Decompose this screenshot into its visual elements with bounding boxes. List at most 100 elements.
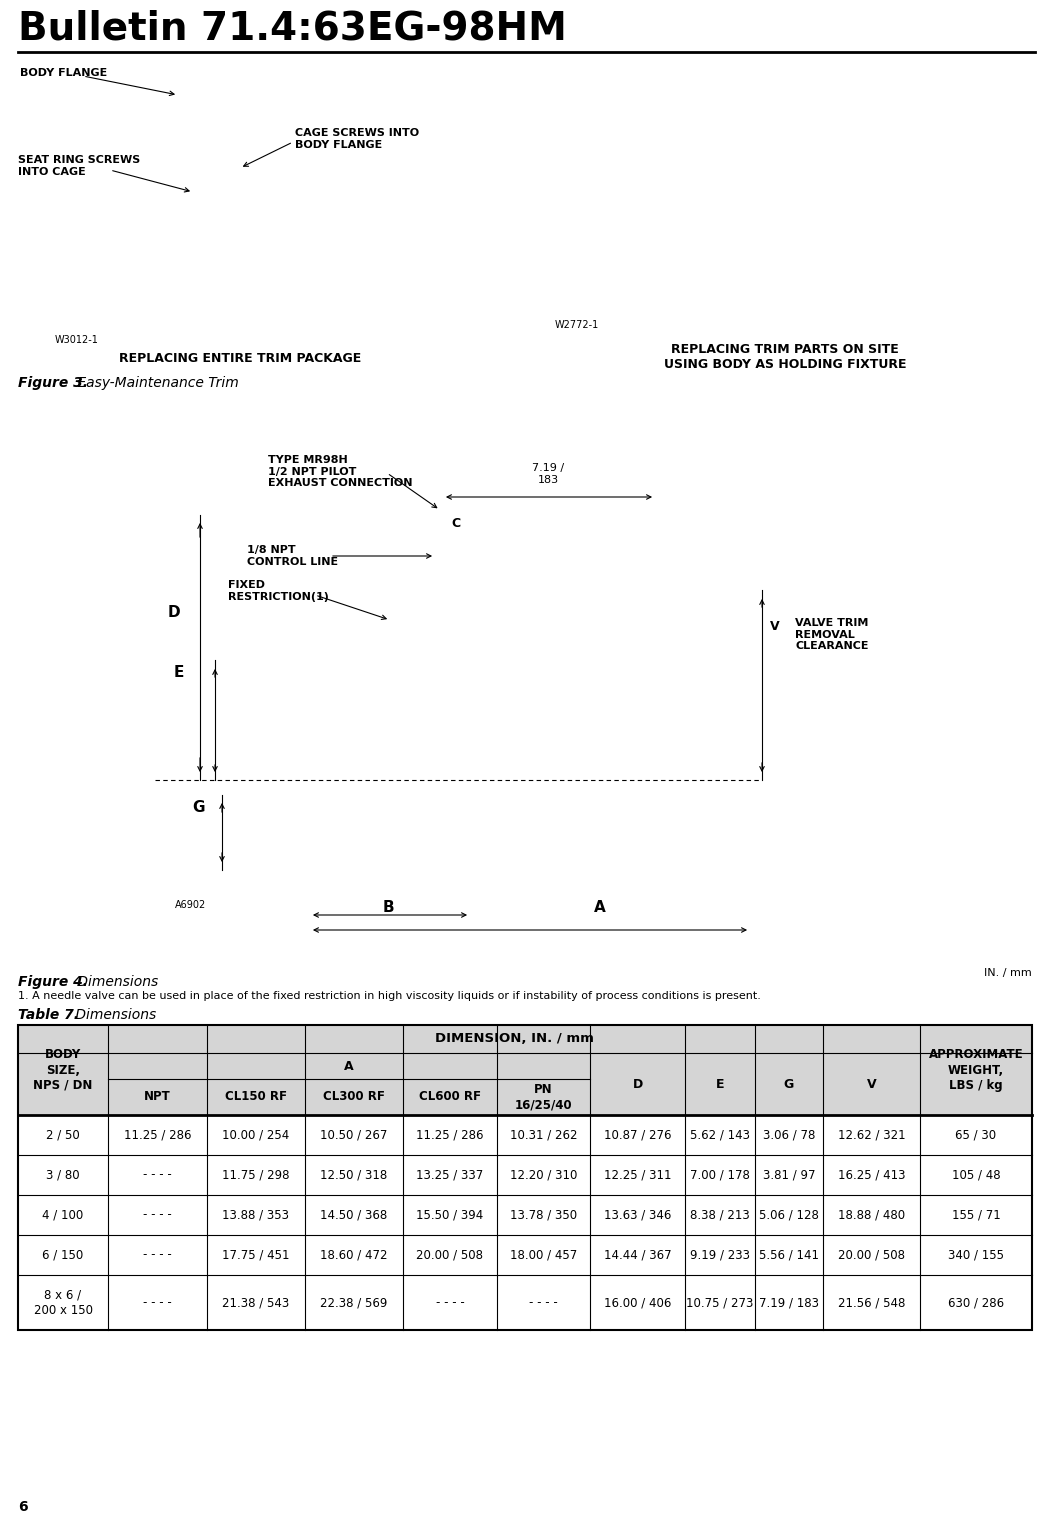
Text: W2772-1: W2772-1 [555, 321, 600, 330]
Text: 16.25 / 413: 16.25 / 413 [838, 1168, 905, 1182]
Text: 20.00 / 508: 20.00 / 508 [417, 1249, 483, 1261]
Text: IN. / mm: IN. / mm [984, 968, 1032, 978]
Text: V: V [770, 620, 779, 633]
Text: BODY
SIZE,
NPS / DN: BODY SIZE, NPS / DN [34, 1048, 92, 1092]
Text: USING BODY AS HOLDING FIXTURE: USING BODY AS HOLDING FIXTURE [664, 358, 906, 371]
Text: 1. A needle valve can be used in place of the fixed restriction in high viscosit: 1. A needle valve can be used in place o… [18, 990, 761, 1001]
Text: - - - -: - - - - [143, 1168, 172, 1182]
Text: - - - -: - - - - [143, 1249, 172, 1261]
Text: G: G [192, 801, 205, 816]
Text: BODY FLANGE: BODY FLANGE [20, 68, 107, 77]
Text: 21.38 / 543: 21.38 / 543 [223, 1296, 290, 1309]
Text: 10.00 / 254: 10.00 / 254 [223, 1129, 290, 1141]
Text: 16.00 / 406: 16.00 / 406 [604, 1296, 671, 1309]
Text: APPROXIMATE
WEIGHT,
LBS / kg: APPROXIMATE WEIGHT, LBS / kg [928, 1048, 1024, 1092]
Text: 7.00 / 178: 7.00 / 178 [690, 1168, 750, 1182]
Text: 3 / 80: 3 / 80 [46, 1168, 80, 1182]
Text: 11.25 / 286: 11.25 / 286 [416, 1129, 484, 1141]
Text: 10.50 / 267: 10.50 / 267 [320, 1129, 387, 1141]
Bar [18, 1025, 1032, 1331]
Text: PN
16/25/40: PN 16/25/40 [514, 1083, 572, 1110]
Bar [18, 1025, 1032, 1115]
Text: CAGE SCREWS INTO
BODY FLANGE: CAGE SCREWS INTO BODY FLANGE [295, 128, 419, 149]
Text: 7.19 / 183: 7.19 / 183 [759, 1296, 819, 1309]
Text: 14.50 / 368: 14.50 / 368 [320, 1209, 387, 1221]
Text: - - - -: - - - - [436, 1296, 464, 1309]
Text: 21.56 / 548: 21.56 / 548 [838, 1296, 905, 1309]
Text: 18.88 / 480: 18.88 / 480 [838, 1209, 905, 1221]
Text: Table 7.: Table 7. [18, 1009, 79, 1022]
Text: Easy-Maintenance Trim: Easy-Maintenance Trim [74, 377, 238, 390]
Text: SEAT RING SCREWS
INTO CAGE: SEAT RING SCREWS INTO CAGE [18, 155, 141, 176]
Text: - - - -: - - - - [143, 1296, 172, 1309]
Text: VALVE TRIM
REMOVAL
CLEARANCE: VALVE TRIM REMOVAL CLEARANCE [795, 618, 868, 652]
Text: 17.75 / 451: 17.75 / 451 [223, 1249, 290, 1261]
Text: V: V [866, 1077, 877, 1091]
Text: C: C [452, 516, 460, 530]
Text: 5.06 / 128: 5.06 / 128 [759, 1209, 819, 1221]
Text: Figure 4.: Figure 4. [18, 975, 88, 989]
Text: - - - -: - - - - [143, 1209, 172, 1221]
Text: 2 / 50: 2 / 50 [46, 1129, 80, 1141]
Text: 13.25 / 337: 13.25 / 337 [417, 1168, 484, 1182]
Text: 5.62 / 143: 5.62 / 143 [690, 1129, 750, 1141]
Text: W3012-1: W3012-1 [55, 336, 99, 345]
Text: 18.00 / 457: 18.00 / 457 [510, 1249, 578, 1261]
Text: 6 / 150: 6 / 150 [42, 1249, 84, 1261]
Text: D: D [632, 1077, 643, 1091]
Text: TYPE MR98H
1/2 NPT PILOT
EXHAUST CONNECTION: TYPE MR98H 1/2 NPT PILOT EXHAUST CONNECT… [268, 456, 413, 488]
Text: A6902: A6902 [175, 899, 206, 910]
Text: 12.50 / 318: 12.50 / 318 [320, 1168, 387, 1182]
Text: 105 / 48: 105 / 48 [951, 1168, 1001, 1182]
Text: 155 / 71: 155 / 71 [951, 1209, 1001, 1221]
Text: 1/8 NPT
CONTROL LINE: 1/8 NPT CONTROL LINE [247, 545, 338, 567]
Text: 12.62 / 321: 12.62 / 321 [838, 1129, 905, 1141]
Text: Dimensions: Dimensions [71, 1009, 156, 1022]
Text: 14.44 / 367: 14.44 / 367 [604, 1249, 671, 1261]
Text: 630 / 286: 630 / 286 [948, 1296, 1004, 1309]
Text: 5.56 / 141: 5.56 / 141 [759, 1249, 819, 1261]
Text: 65 / 30: 65 / 30 [956, 1129, 996, 1141]
Text: CL150 RF: CL150 RF [225, 1091, 287, 1103]
Text: 11.75 / 298: 11.75 / 298 [223, 1168, 290, 1182]
Text: 7.19 /
183: 7.19 / 183 [532, 463, 564, 485]
Text: 9.19 / 233: 9.19 / 233 [690, 1249, 750, 1261]
Text: 8.38 / 213: 8.38 / 213 [690, 1209, 750, 1221]
Text: 10.87 / 276: 10.87 / 276 [604, 1129, 671, 1141]
Text: 13.88 / 353: 13.88 / 353 [223, 1209, 290, 1221]
Text: 13.63 / 346: 13.63 / 346 [604, 1209, 671, 1221]
Text: D: D [168, 605, 181, 620]
Text: 15.50 / 394: 15.50 / 394 [417, 1209, 484, 1221]
Text: G: G [784, 1077, 794, 1091]
Text: CL600 RF: CL600 RF [419, 1091, 481, 1103]
Text: 20.00 / 508: 20.00 / 508 [838, 1249, 905, 1261]
Text: Bulletin 71.4:63EG-98HM: Bulletin 71.4:63EG-98HM [18, 11, 567, 49]
Text: CL300 RF: CL300 RF [323, 1091, 385, 1103]
Text: 13.78 / 350: 13.78 / 350 [510, 1209, 578, 1221]
Text: A: A [594, 899, 606, 914]
Text: NPT: NPT [144, 1091, 171, 1103]
Text: 18.60 / 472: 18.60 / 472 [320, 1249, 387, 1261]
Text: Dimensions: Dimensions [74, 975, 159, 989]
Text: 6: 6 [18, 1499, 27, 1514]
Text: Figure 3.: Figure 3. [18, 377, 88, 390]
Text: E: E [716, 1077, 724, 1091]
Text: DIMENSION, IN. / mm: DIMENSION, IN. / mm [435, 1033, 593, 1045]
Text: 10.31 / 262: 10.31 / 262 [509, 1129, 578, 1141]
Text: REPLACING ENTIRE TRIM PACKAGE: REPLACING ENTIRE TRIM PACKAGE [119, 352, 361, 365]
Text: 11.25 / 286: 11.25 / 286 [124, 1129, 191, 1141]
Text: 4 / 100: 4 / 100 [42, 1209, 84, 1221]
Text: B: B [382, 899, 394, 914]
Text: E: E [174, 665, 185, 681]
Text: 340 / 155: 340 / 155 [948, 1249, 1004, 1261]
Text: 3.06 / 78: 3.06 / 78 [762, 1129, 815, 1141]
Text: 22.38 / 569: 22.38 / 569 [320, 1296, 387, 1309]
Text: 12.25 / 311: 12.25 / 311 [604, 1168, 671, 1182]
Text: - - - -: - - - - [529, 1296, 558, 1309]
Text: 3.81 / 97: 3.81 / 97 [762, 1168, 815, 1182]
Text: FIXED
RESTRICTION(1): FIXED RESTRICTION(1) [228, 580, 329, 602]
Text: REPLACING TRIM PARTS ON SITE: REPLACING TRIM PARTS ON SITE [671, 343, 899, 355]
Text: 12.20 / 310: 12.20 / 310 [510, 1168, 578, 1182]
Text: 10.75 / 273: 10.75 / 273 [687, 1296, 754, 1309]
Text: A: A [344, 1059, 354, 1072]
